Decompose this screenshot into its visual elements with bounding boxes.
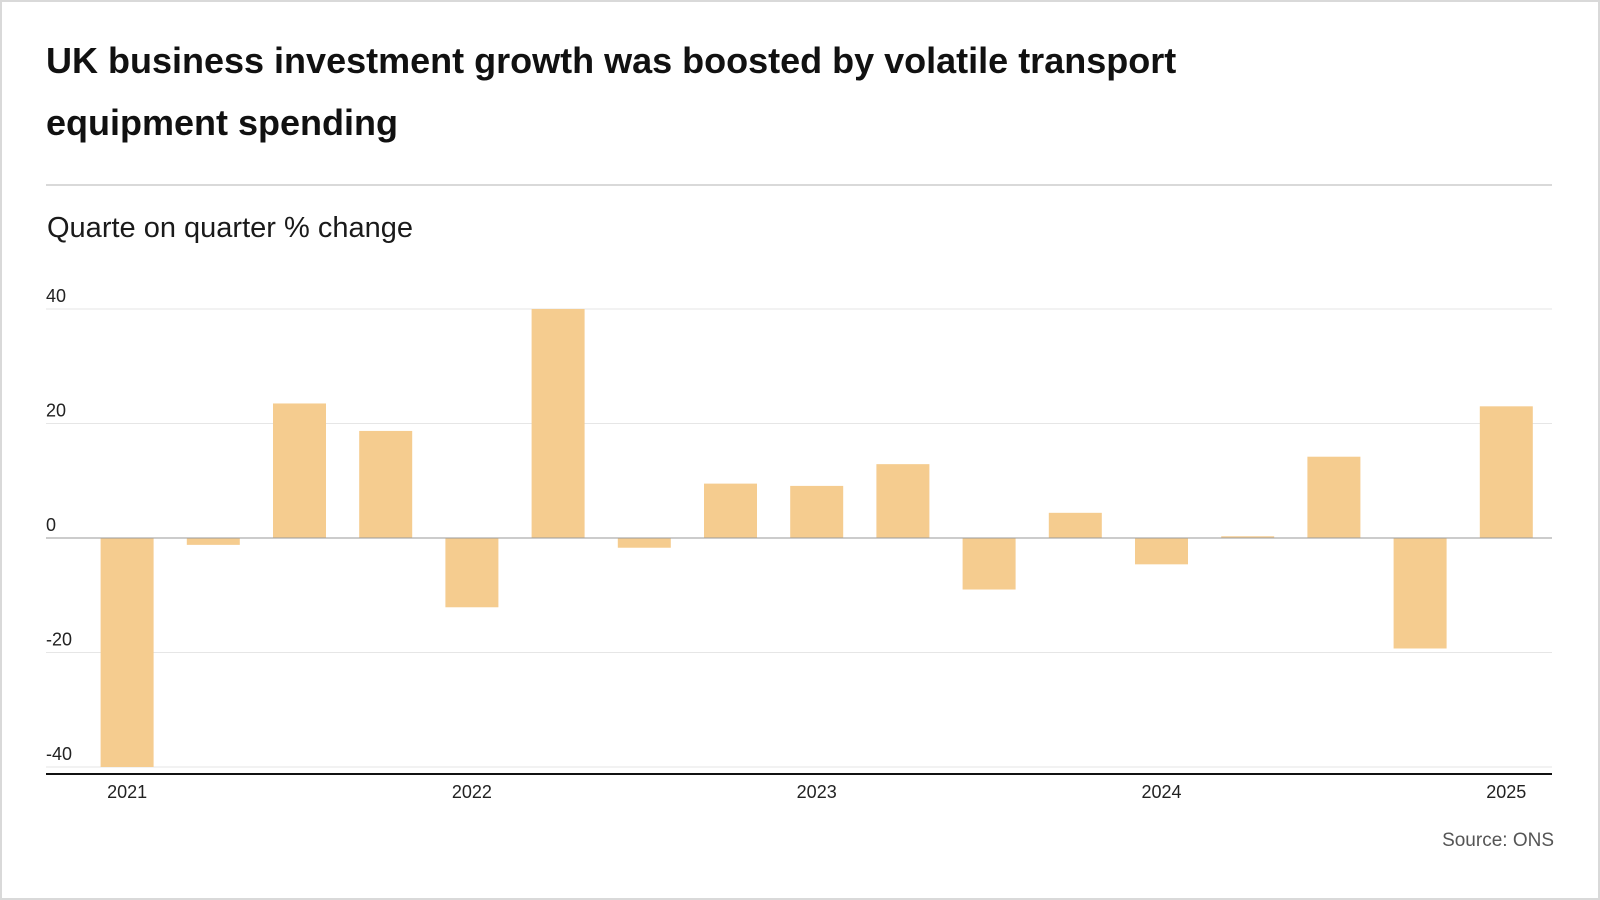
title-divider xyxy=(46,184,1552,186)
bar xyxy=(617,538,671,548)
bar xyxy=(445,538,499,608)
axes xyxy=(46,537,1552,775)
bar xyxy=(1393,538,1447,649)
y-tick-labels: 40 20 0 -20 -40 xyxy=(46,286,72,764)
y-tick-label: -40 xyxy=(46,744,72,764)
x-tick-label: 2022 xyxy=(452,782,492,802)
y-tick-label: 20 xyxy=(46,401,66,421)
source-note: Source: ONS xyxy=(1442,830,1554,851)
x-tick-label: 2023 xyxy=(797,782,837,802)
bar xyxy=(1221,536,1275,538)
chart-title: UK business investment growth was booste… xyxy=(46,40,1177,143)
bar xyxy=(100,538,154,767)
y-tick-label: 0 xyxy=(46,515,56,535)
bar xyxy=(1048,512,1102,538)
bar xyxy=(704,483,757,538)
bars xyxy=(100,309,1533,767)
bar xyxy=(876,464,930,538)
bar xyxy=(359,430,413,538)
bar xyxy=(790,485,844,538)
bar xyxy=(186,538,240,545)
bar xyxy=(1135,538,1188,565)
bar xyxy=(962,538,1016,590)
y-tick-label: -20 xyxy=(46,630,72,650)
x-tick-label: 2024 xyxy=(1141,782,1181,802)
chart-subtitle: Quarte on quarter % change xyxy=(47,212,413,244)
x-tick-label: 2021 xyxy=(107,782,147,802)
bar xyxy=(1307,456,1361,538)
x-tick-label: 2025 xyxy=(1486,782,1526,802)
y-tick-label: 40 xyxy=(46,286,66,306)
x-tick-labels: 2021 2022 2023 2024 2025 xyxy=(107,782,1526,802)
bar xyxy=(531,309,585,538)
bar xyxy=(273,403,326,538)
bar xyxy=(1479,406,1533,538)
